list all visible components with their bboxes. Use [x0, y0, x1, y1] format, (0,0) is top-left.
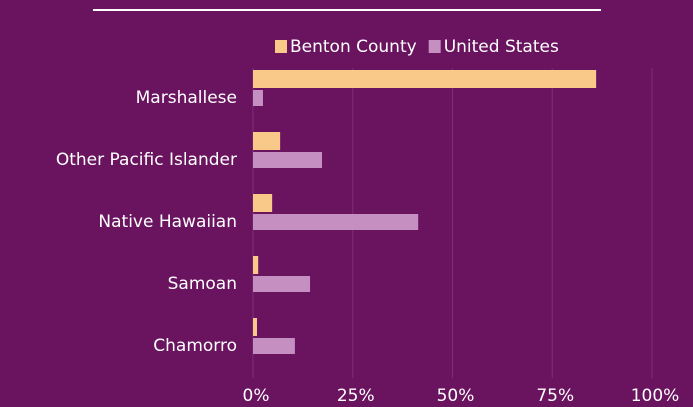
legend-label: Benton County	[290, 37, 417, 57]
bar	[253, 256, 259, 274]
legend-label: United States	[444, 37, 559, 57]
y-tick-label: Samoan	[168, 274, 237, 294]
x-tick-label: 75%	[536, 386, 574, 406]
x-tick-label: 50%	[437, 386, 475, 406]
x-tick-label: 100%	[631, 386, 680, 406]
bar	[253, 214, 419, 230]
marks	[253, 70, 597, 354]
bar	[253, 318, 257, 336]
x-tick-label: 25%	[337, 386, 375, 406]
legend-swatch	[275, 40, 287, 53]
y-tick-label: Other Pacific Islander	[56, 150, 237, 170]
y-tick-label: Native Hawaiian	[98, 212, 237, 232]
bar	[253, 152, 323, 168]
x-tick-label: 0%	[243, 386, 270, 406]
bar	[253, 276, 311, 292]
y-tick-label: Marshallese	[136, 88, 237, 108]
bar	[253, 90, 263, 106]
bar	[253, 338, 295, 354]
bar	[253, 132, 281, 150]
y-tick-label: Chamorro	[153, 336, 237, 356]
bar	[253, 70, 597, 88]
bar	[253, 194, 273, 212]
legend-swatch	[428, 40, 441, 53]
